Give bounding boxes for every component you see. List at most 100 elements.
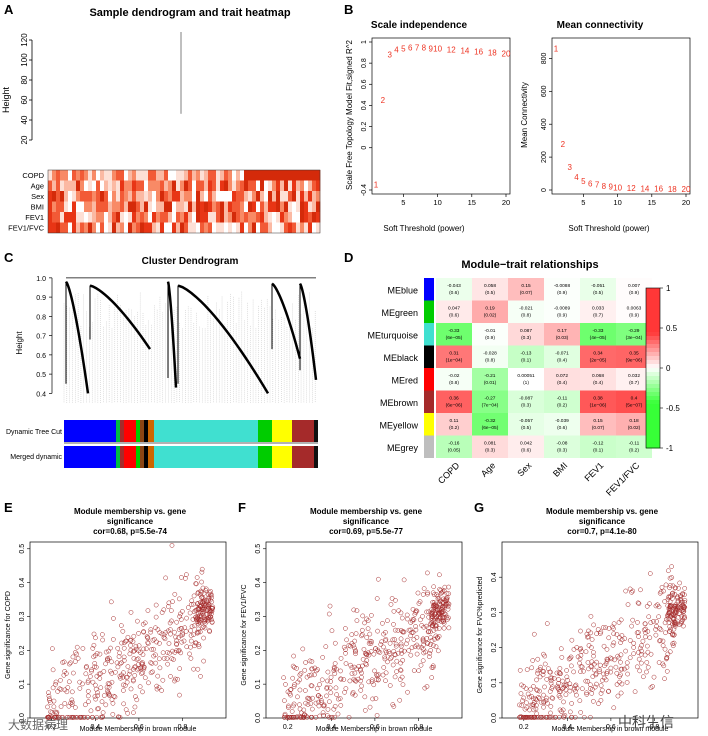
d-cell [472, 345, 508, 368]
e-plot-point [176, 647, 182, 653]
a-heat-cell [308, 170, 313, 181]
g-plot-point [622, 636, 628, 641]
g-plot-point [544, 714, 550, 720]
g-plot-point [670, 612, 676, 618]
e-plot-point [140, 652, 146, 658]
c-ytick-label: 0.5 [36, 372, 46, 379]
d-cell-pval: (0.6) [449, 290, 459, 296]
e-plot-point [95, 693, 101, 698]
d-cell [580, 345, 616, 368]
f-plot-point [353, 648, 358, 654]
a-heat-cell [196, 201, 201, 212]
d-cell [508, 278, 544, 301]
f-plot-point [363, 661, 369, 667]
e-plot-point [199, 589, 204, 595]
g-plot-point [587, 686, 593, 691]
e-plot-point [162, 636, 168, 642]
a-heat-cell [92, 180, 97, 191]
e-plot-point [172, 650, 178, 655]
f-plot-point [390, 637, 396, 643]
d-cell [616, 413, 652, 436]
a-heat-cell [180, 180, 185, 191]
f-plot-point [430, 643, 436, 648]
f-plot-point [327, 685, 333, 691]
f-plot-point [319, 698, 324, 703]
d-colorbar-step [646, 392, 660, 397]
a-heat-cell [96, 201, 101, 212]
f-plot-point [387, 640, 393, 646]
a-heat-cell [72, 201, 77, 212]
f-plot-point [336, 696, 341, 702]
a-heat-cell [136, 170, 141, 181]
d-cell [472, 435, 508, 458]
e-plot-point [128, 609, 134, 615]
e-plot-point [141, 665, 147, 670]
b-right-point: 16 [654, 185, 663, 194]
a-heat-cell [88, 212, 93, 223]
a-heat-cell [308, 201, 313, 212]
e-plot-point [200, 609, 206, 614]
f-plot-point [441, 620, 447, 626]
d-colorbar-tick-label: -1 [666, 444, 674, 453]
e-plot-point [159, 688, 164, 693]
d-cell-cor: 0.17 [557, 328, 567, 334]
g-plot-point [591, 653, 596, 659]
a-heat-cell [284, 201, 289, 212]
g-plot-point [569, 637, 575, 643]
g-plot-point [640, 674, 646, 680]
g-plot-point [555, 685, 561, 691]
f-plot-point [441, 625, 447, 631]
d-row-label: MEbrown [380, 398, 418, 408]
e-plot-point [195, 666, 201, 672]
a-heat-cell [72, 222, 77, 233]
panel-g: Module membership vs. gene significance … [477, 507, 699, 733]
a-heat-cell [232, 222, 237, 233]
panel-d: Module−trait relationships MEblue -0.043(… [367, 259, 680, 498]
g-title-1: Module membership vs. gene [546, 507, 659, 516]
a-heat-cell [72, 180, 77, 191]
g-plot-point [660, 661, 666, 667]
d-cell [508, 368, 544, 391]
f-plot-point [309, 683, 315, 689]
b-right-point: 20 [682, 185, 691, 194]
e-plot-point [67, 661, 72, 667]
g-plot-point [644, 603, 650, 609]
a-heat-cell [172, 222, 177, 233]
g-plot-point [591, 661, 597, 667]
g-plot-point [557, 666, 563, 671]
a-heat-cell [272, 212, 277, 223]
f-plot-point [414, 635, 420, 640]
g-plot-point [667, 607, 673, 613]
f-plot-point [392, 627, 398, 633]
e-plot-point [105, 690, 111, 695]
g-plot-point [568, 684, 573, 690]
f-plot-point [391, 622, 396, 627]
g-plot-point [589, 659, 595, 665]
e-plot-point [203, 602, 209, 608]
e-plot-point [110, 700, 116, 706]
f-plot-point [349, 632, 355, 637]
f-plot-point [352, 638, 358, 644]
f-plot-ytick-label: 0.0 [255, 713, 262, 723]
g-plot-point [631, 640, 637, 646]
d-col-label: FEV1 [582, 460, 605, 483]
a-heat-cell [296, 180, 301, 191]
a-heat-cell [280, 180, 285, 191]
a-heat-cell [152, 212, 157, 223]
a-heat-cell [216, 170, 221, 181]
g-plot-point [559, 655, 565, 660]
g-plot-point [670, 590, 676, 596]
d-cell [436, 413, 472, 436]
e-plot-point [191, 593, 197, 599]
panel-label-g: G [474, 500, 485, 515]
g-plot-point [667, 628, 672, 634]
g-plot-point [647, 635, 653, 641]
f-plot-point [354, 608, 360, 614]
a-heat-cell [312, 222, 317, 233]
d-cell [580, 368, 616, 391]
a-heat-cell [64, 212, 69, 223]
e-plot-point [62, 669, 68, 674]
e-plot-point [53, 679, 59, 685]
g-plot-point [584, 692, 590, 697]
a-heat-cell [136, 180, 141, 191]
